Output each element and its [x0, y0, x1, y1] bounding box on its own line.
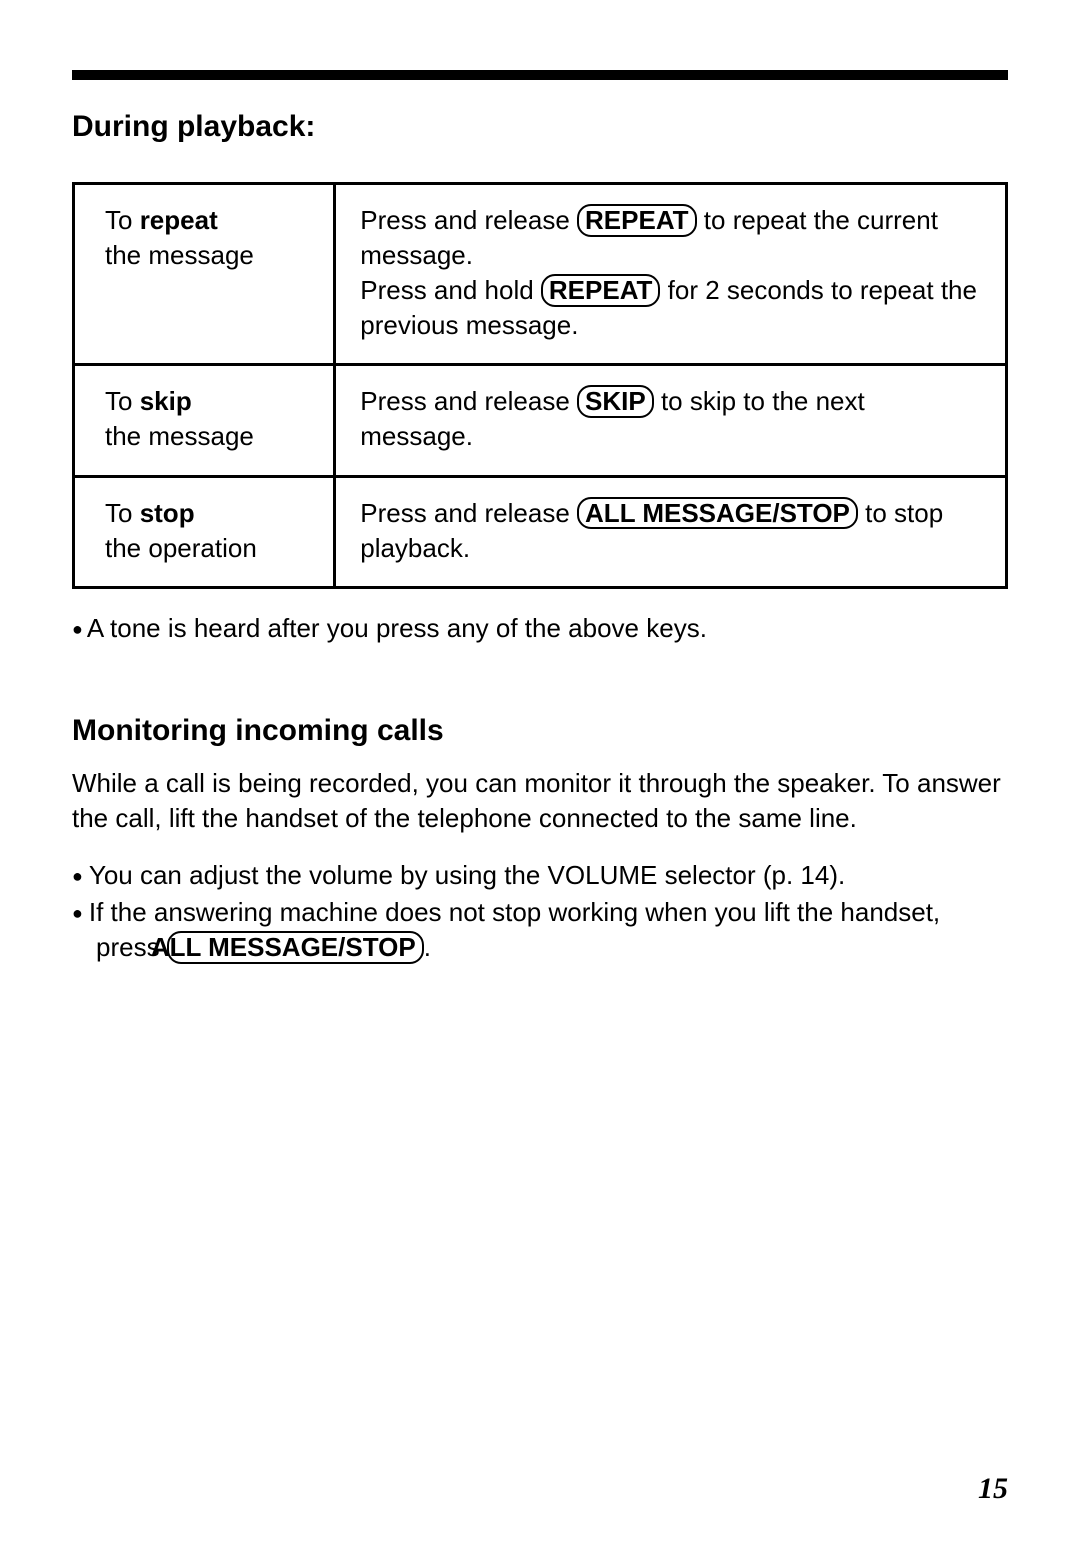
- monitoring-points: You can adjust the volume by using the V…: [72, 858, 1008, 965]
- playback-table: To repeatthe messagePress and release RE…: [72, 182, 1008, 589]
- list-item: You can adjust the volume by using the V…: [72, 858, 1008, 893]
- playback-footnote-text: A tone is heard after you press any of t…: [87, 613, 707, 643]
- action-keyword: stop: [140, 498, 195, 528]
- monitoring-section: Monitoring incoming calls While a call i…: [72, 714, 1008, 965]
- playback-footnote: A tone is heard after you press any of t…: [72, 611, 1008, 646]
- table-cell-instruction: Press and release SKIP to skip to the ne…: [335, 365, 1007, 476]
- table-row: To repeatthe messagePress and release RE…: [74, 184, 1007, 365]
- keycap: REPEAT: [577, 204, 697, 237]
- action-keyword: skip: [140, 386, 192, 416]
- table-cell-instruction: Press and release REPEAT to repeat the c…: [335, 184, 1007, 365]
- keycap: REPEAT: [541, 274, 661, 307]
- section-title-playback: During playback:: [72, 110, 1008, 144]
- top-rule: [72, 70, 1008, 80]
- keycap: ALL MESSAGE/STOP: [577, 497, 858, 530]
- table-cell-action: To stopthe operation: [74, 476, 335, 587]
- page-number: 15: [978, 1472, 1008, 1506]
- table-cell-instruction: Press and release ALL MESSAGE/STOP to st…: [335, 476, 1007, 587]
- list-item: If the answering machine does not stop w…: [72, 895, 1008, 965]
- monitoring-body: While a call is being recorded, you can …: [72, 766, 1008, 836]
- keycap: ALL MESSAGE/STOP: [167, 931, 424, 964]
- action-keyword: repeat: [140, 205, 218, 235]
- table-cell-action: To skipthe message: [74, 365, 335, 476]
- table-cell-action: To repeatthe message: [74, 184, 335, 365]
- table-row: To skipthe messagePress and release SKIP…: [74, 365, 1007, 476]
- section-title-monitoring: Monitoring incoming calls: [72, 714, 1008, 748]
- keycap: SKIP: [577, 385, 654, 418]
- table-row: To stopthe operationPress and release AL…: [74, 476, 1007, 587]
- manual-page: During playback: To repeatthe messagePre…: [0, 0, 1080, 1544]
